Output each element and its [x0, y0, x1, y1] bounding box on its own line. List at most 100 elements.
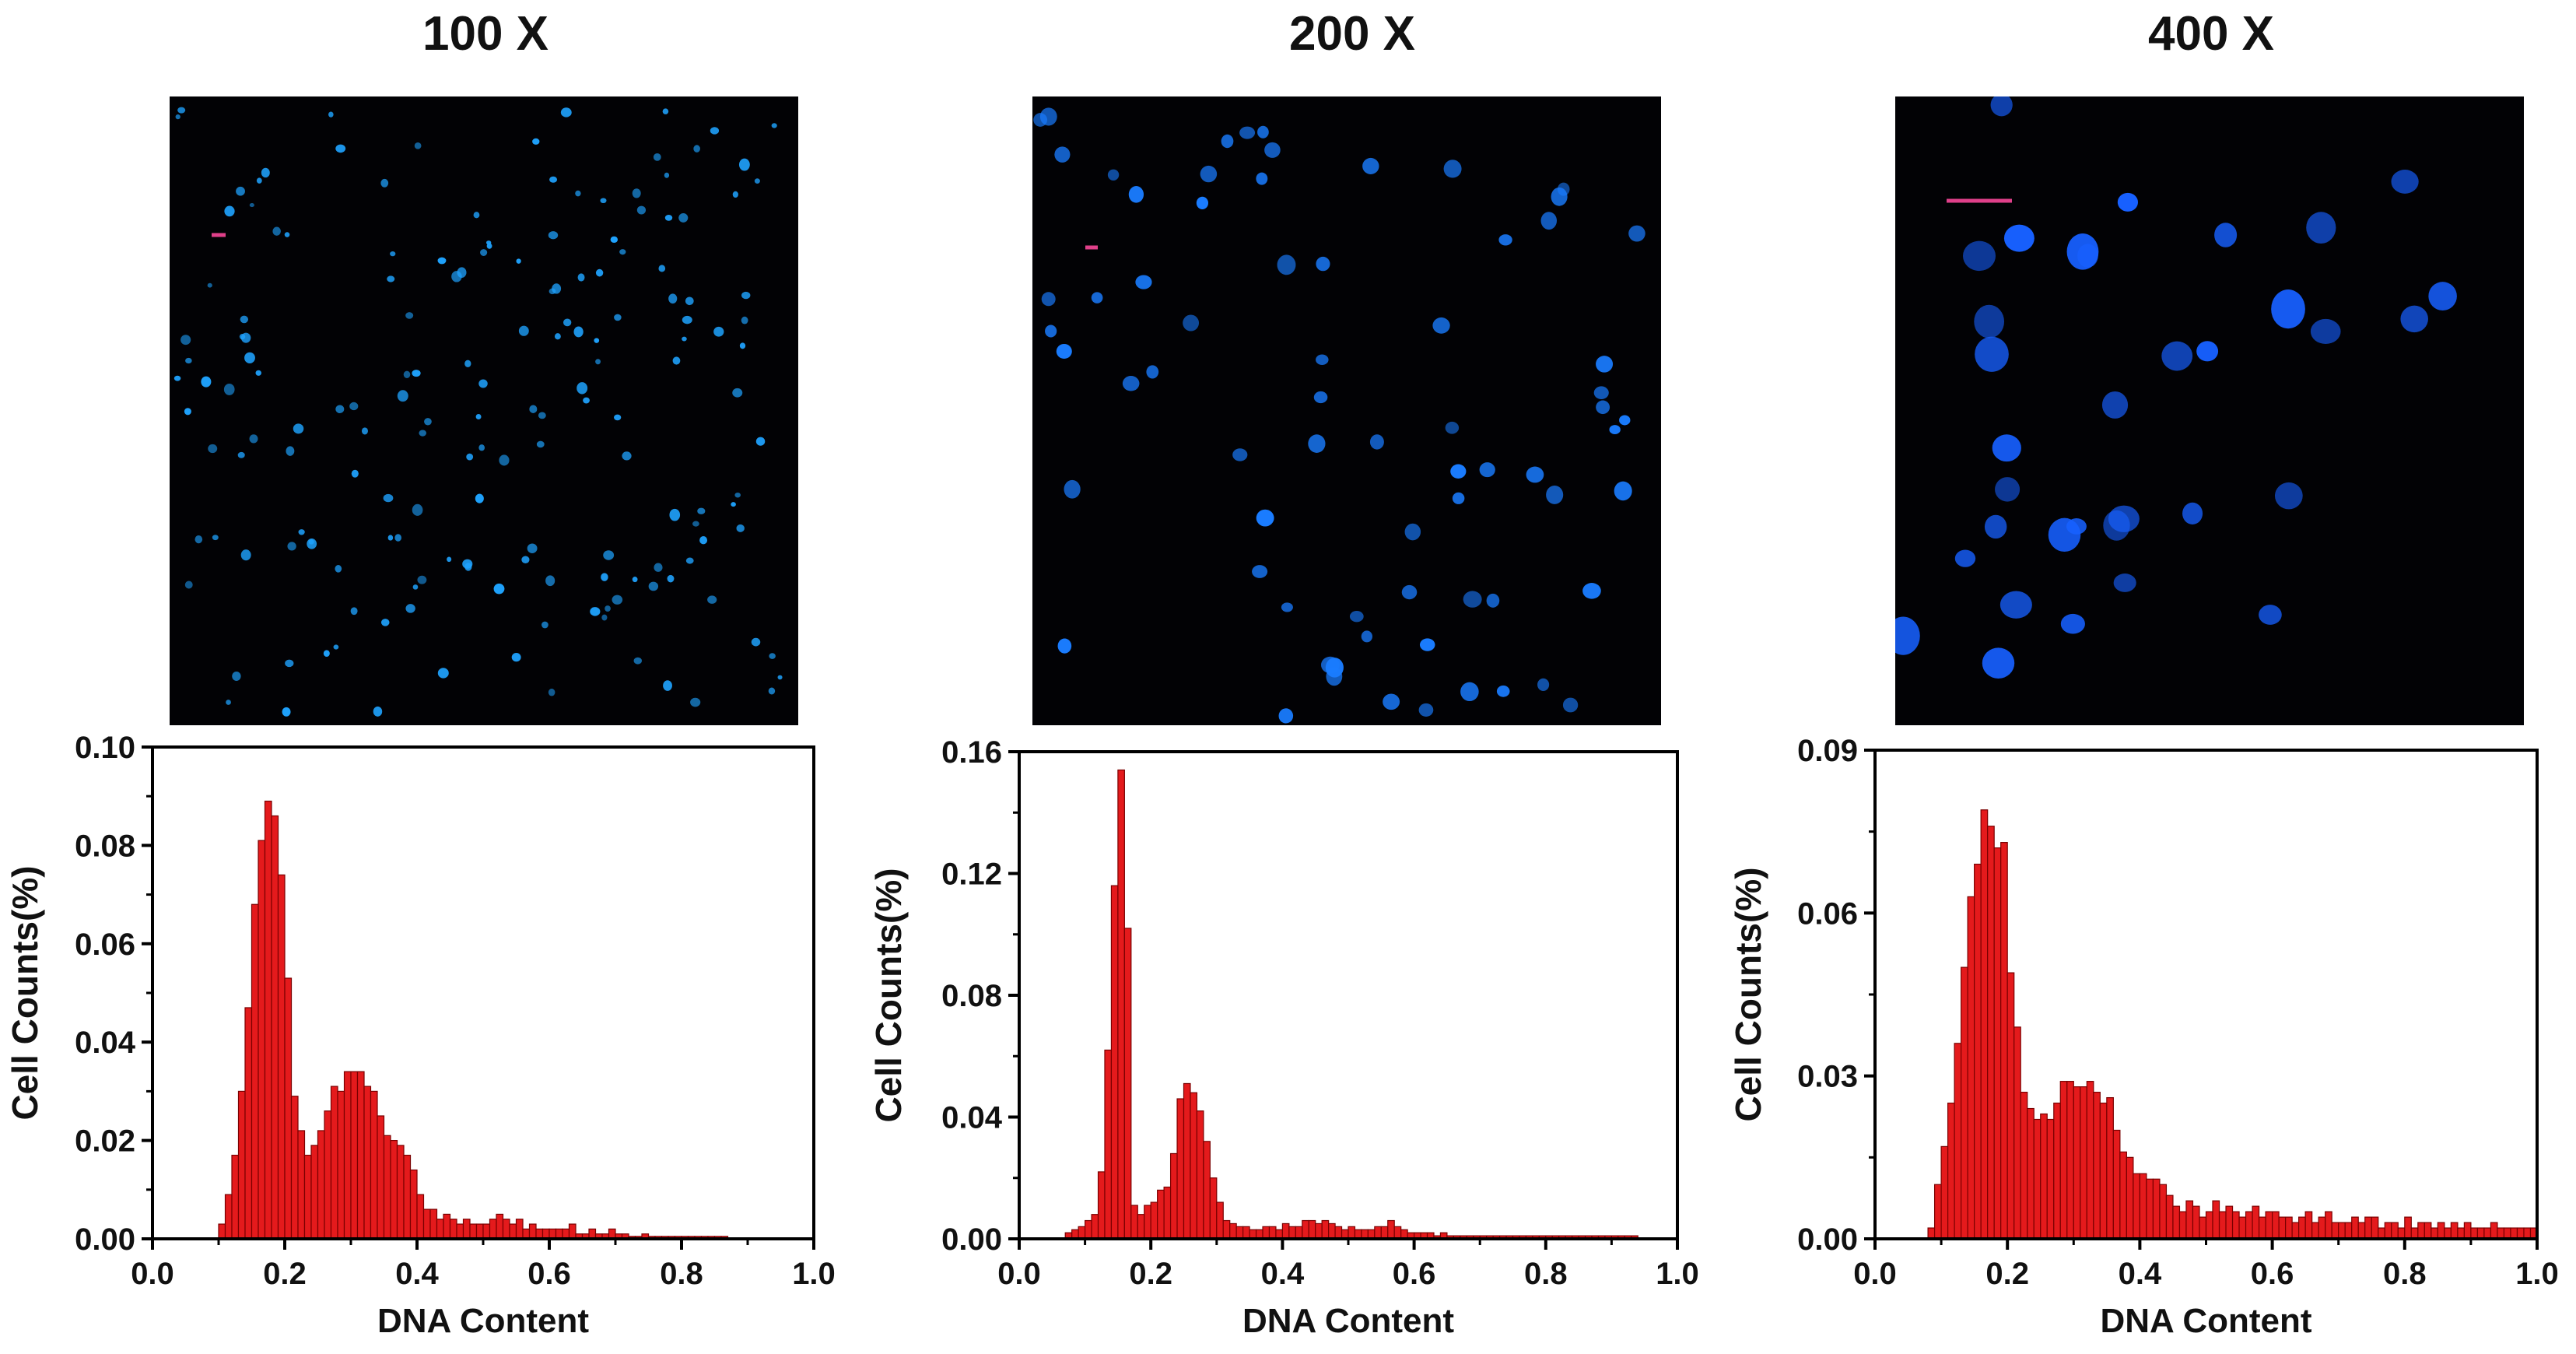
nucleus [349, 402, 359, 411]
x-tick-label: 1.0 [1656, 1257, 1699, 1291]
nucleus [605, 605, 611, 612]
histogram-400x-svg: 0.0 0.2 0.4 0.6 0.8 1.0 0.00 0.03 0.06 0.09 DNA Co… [1728, 734, 2559, 1340]
nucleus [195, 535, 203, 544]
nucleus [2113, 574, 2136, 592]
nucleus [1361, 630, 1372, 643]
nucleus [552, 283, 562, 294]
nucleus [1045, 324, 1057, 338]
nucleus [739, 342, 746, 349]
nucleus [1146, 365, 1159, 379]
nucleus [516, 258, 521, 264]
nucleus [1962, 240, 1996, 272]
histogram-bar [2510, 1227, 2518, 1240]
histogram-bar [1281, 1222, 1290, 1240]
nucleus [2274, 482, 2303, 510]
histogram-bar [2417, 1222, 2425, 1240]
nucleus [1974, 304, 2005, 338]
nucleus [573, 326, 584, 338]
nucleus [285, 659, 294, 668]
nucleus [1596, 356, 1614, 373]
histogram-bar [231, 1154, 240, 1240]
histogram-bar [1374, 1226, 1382, 1240]
histogram-bar [2311, 1222, 2319, 1240]
histogram-bar [2523, 1227, 2532, 1240]
nucleus [212, 535, 219, 541]
histogram-bar [2106, 1096, 2114, 1240]
x-tick-label: 0.4 [2119, 1257, 2162, 1291]
nucleus [333, 644, 339, 650]
y-tick-label: 0.02 [75, 1124, 135, 1159]
nucleus [1596, 400, 1610, 415]
histogram-bar [317, 1130, 325, 1240]
nuclei-group [1033, 107, 1645, 724]
histogram-bar [377, 1115, 385, 1240]
nucleus [462, 559, 473, 569]
histogram-bar [2112, 1129, 2121, 1240]
nucleus [622, 451, 632, 461]
histogram-bar [1954, 1043, 1962, 1240]
histogram-bar [422, 1208, 431, 1240]
nucleus [173, 375, 181, 381]
histogram-bar [2099, 1102, 2108, 1240]
histogram-bar [337, 1090, 345, 1240]
y-tick-label: 0.16 [941, 735, 1002, 770]
nucleus [380, 619, 390, 626]
histogram-bar [1183, 1082, 1191, 1240]
histogram-bar [1209, 1177, 1218, 1240]
histogram-400x: 0.0 0.2 0.4 0.6 0.8 1.0 0.00 0.03 0.06 0.09 DNA Co… [1723, 724, 2564, 1354]
histogram-bar [2258, 1216, 2266, 1240]
nucleus [1486, 593, 1500, 608]
nucleus [685, 557, 694, 564]
histogram-200x: 0.0 0.2 0.4 0.6 0.8 1.0 0.00 0.04 0.08 0.12 0.16 DN… [864, 724, 1704, 1354]
nucleus [1325, 658, 1344, 678]
nucleus [1526, 466, 1544, 483]
micrograph-400x [1895, 96, 2524, 725]
x-tick-label: 0.8 [1524, 1257, 1568, 1291]
nucleus [2103, 510, 2130, 541]
histogram-bar [1987, 826, 1995, 1240]
nucleus [678, 212, 689, 223]
nucleus [223, 383, 235, 395]
nucleus [475, 413, 482, 420]
y-tick-label: 0.04 [75, 1026, 136, 1060]
histogram-bar [2338, 1222, 2346, 1240]
nucleus [335, 144, 346, 153]
nucleus [1992, 434, 2021, 462]
nucleus [595, 268, 604, 277]
histogram-bar [2391, 1222, 2399, 1240]
histogram-bar [310, 1145, 319, 1240]
histogram-bar [1334, 1226, 1343, 1240]
x-tick-label: 0.0 [131, 1257, 174, 1291]
nucleus [361, 427, 368, 435]
nucleus [1122, 376, 1140, 391]
nucleus [1404, 523, 1421, 541]
nucleus [769, 653, 776, 659]
histogram-bar [1947, 1102, 1955, 1240]
histogram-bar [2325, 1211, 2332, 1240]
histogram-bar [2006, 972, 2015, 1240]
nucleus [1401, 584, 1418, 600]
nucleus [403, 370, 411, 378]
nucleus [577, 273, 585, 282]
nucleus [240, 315, 249, 324]
nucleus [1064, 479, 1081, 499]
nucleus [175, 114, 180, 120]
nucleus [1418, 703, 1434, 717]
micrograph-100x-canvas [173, 107, 783, 717]
nucleus [692, 521, 699, 527]
nucleus [1091, 292, 1103, 303]
nucleus [1562, 697, 1579, 713]
nucleus [1308, 434, 1326, 453]
nucleus [612, 595, 623, 605]
nucleus [255, 370, 261, 376]
nucleus [1460, 682, 1479, 702]
nucleus [2400, 305, 2428, 333]
nucleus [417, 575, 427, 584]
y-tick-label: 0.00 [941, 1222, 1002, 1257]
nucleus [1498, 234, 1512, 246]
nucleus [437, 257, 447, 265]
nucleus [383, 493, 394, 503]
histogram-bar [244, 1007, 253, 1240]
nucleus [682, 315, 692, 324]
histogram-bar [1229, 1222, 1237, 1240]
